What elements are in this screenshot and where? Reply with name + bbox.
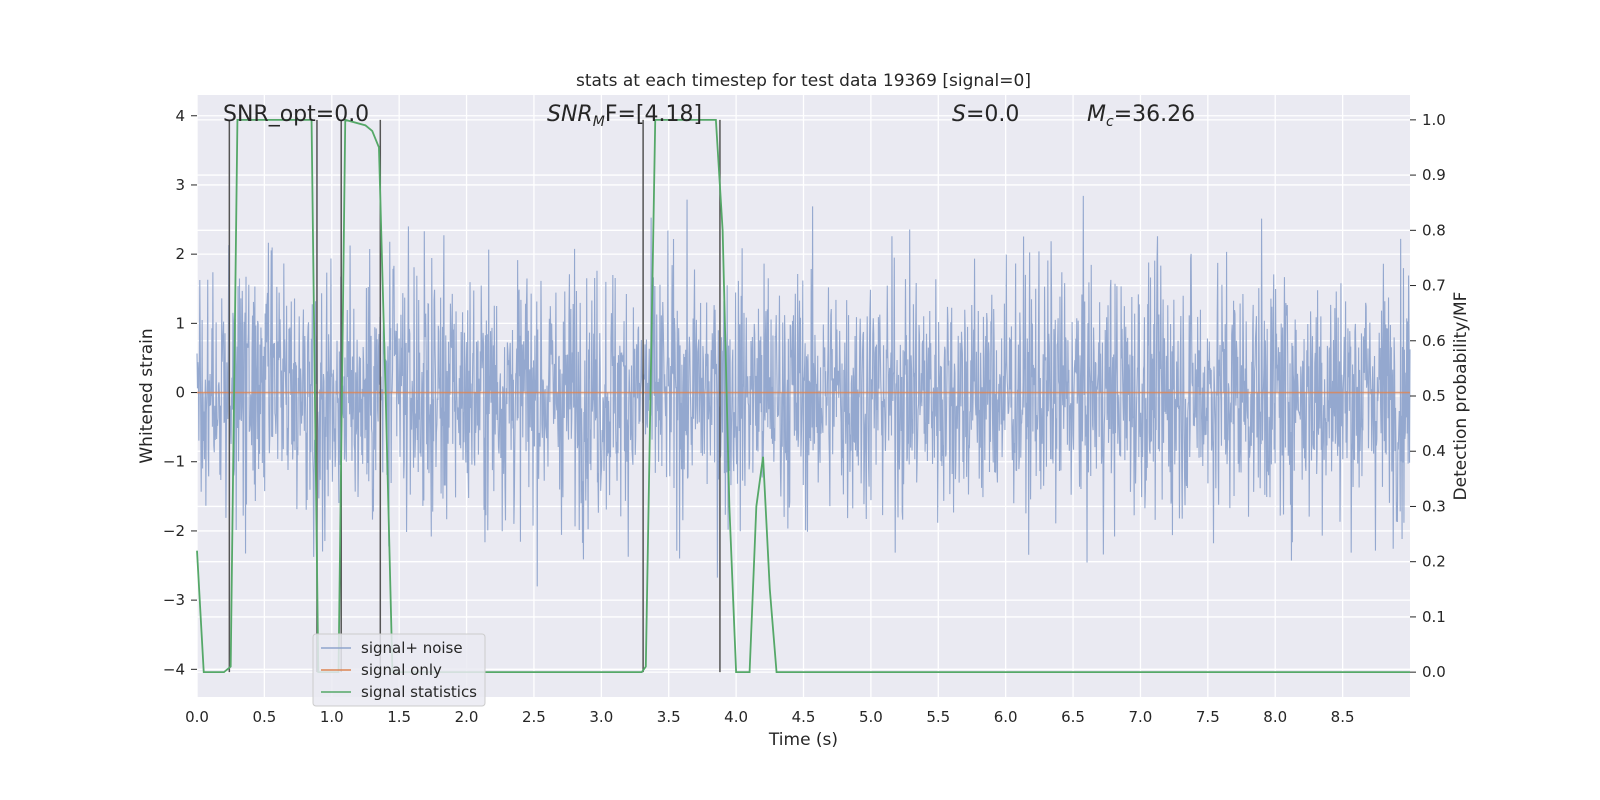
snr-mf-suffix: F=[4.18] [605, 102, 702, 127]
y-left-tick-label: −4 [163, 660, 185, 678]
x-tick-label: 6.0 [994, 708, 1018, 726]
x-tick-label: 6.5 [1061, 708, 1085, 726]
x-tick-label: 7.0 [1129, 708, 1153, 726]
y-axis-left-label: Whitened strain [137, 328, 157, 463]
y-left-tick-label: −3 [163, 591, 185, 609]
y-left-tick-label: 0 [175, 384, 185, 402]
x-tick-label: 4.0 [724, 708, 748, 726]
y-left-tick-label: −1 [163, 453, 185, 471]
y-right-tick-label: 0.3 [1422, 497, 1446, 515]
signal-noise-line [196, 195, 1411, 587]
x-tick-label: 5.0 [859, 708, 883, 726]
mc-prefix: M [1087, 102, 1106, 127]
signal-statistics-series [196, 118, 1410, 674]
x-tick-label: 4.5 [792, 708, 816, 726]
y-right-tick-label: 1.0 [1422, 111, 1446, 129]
y-left-tick-label: 1 [175, 314, 185, 332]
x-tick-label: 3.5 [657, 708, 681, 726]
legend-box [312, 633, 486, 707]
x-tick-label: 2.0 [455, 708, 479, 726]
y-left-tick-label: 3 [175, 176, 185, 194]
legend-label-signal-noise: signal+ noise [361, 639, 463, 657]
snr-mf-prefix: SNR [547, 102, 593, 127]
x-tick-label: 1.5 [387, 708, 411, 726]
ticks: 0.0 0.5 1.0 1.5 2.0 2.5 3.0 3.5 4.0 4.5 5.0 5.5 6.0 6… [163, 107, 1446, 726]
mc-suffix: =36.26 [1114, 102, 1195, 127]
y-right-tick-label: 0.1 [1422, 608, 1446, 626]
x-tick-label: 8.0 [1263, 708, 1287, 726]
snr-mf-sub: M [593, 114, 605, 130]
signal-statistics-line [196, 118, 1410, 674]
s-prefix: S [952, 102, 966, 127]
x-tick-label: 7.5 [1196, 708, 1220, 726]
annotation-snr-mf: SNRMF=[4.18] [547, 102, 702, 130]
mc-sub: c [1106, 114, 1114, 130]
y-right-tick-label: 0.4 [1422, 442, 1446, 460]
annotation-snr-opt: SNR_opt=0.0 [223, 102, 369, 127]
legend-label-signal-statistics: signal statistics [361, 683, 477, 701]
y-right-tick-label: 0.0 [1422, 663, 1446, 681]
x-tick-label: 0.0 [185, 708, 209, 726]
y-right-tick-label: 0.5 [1422, 387, 1446, 405]
y-left-tick-label: 2 [175, 245, 185, 263]
x-tick-label: 1.0 [320, 708, 344, 726]
signal-noise-series [196, 195, 1411, 587]
x-tick-label: 5.5 [926, 708, 950, 726]
x-axis-label: Time (s) [768, 730, 838, 750]
legend: signal+ noise signal only signal statist… [312, 633, 486, 707]
y-axis-right-label: Detection probability/MF [1451, 292, 1471, 501]
y-right-tick-label: 0.6 [1422, 332, 1446, 350]
y-left-tick-label: −2 [163, 522, 185, 540]
y-right-tick-label: 0.2 [1422, 553, 1446, 571]
annotation-s: S=0.0 [952, 102, 1019, 127]
chart-title: stats at each timestep for test data 193… [576, 71, 1031, 91]
x-tick-label: 2.5 [522, 708, 546, 726]
y-right-tick-label: 0.9 [1422, 166, 1446, 184]
x-tick-label: 8.5 [1331, 708, 1355, 726]
x-tick-label: 3.0 [589, 708, 613, 726]
legend-label-signal-only: signal only [361, 661, 442, 679]
y-right-tick-label: 0.7 [1422, 277, 1446, 295]
x-tick-label: 0.5 [252, 708, 276, 726]
y-left-tick-label: 4 [175, 107, 185, 125]
y-right-tick-label: 0.8 [1422, 221, 1446, 239]
annotation-mc: Mc=36.26 [1087, 102, 1195, 130]
s-suffix: =0.0 [966, 102, 1019, 127]
